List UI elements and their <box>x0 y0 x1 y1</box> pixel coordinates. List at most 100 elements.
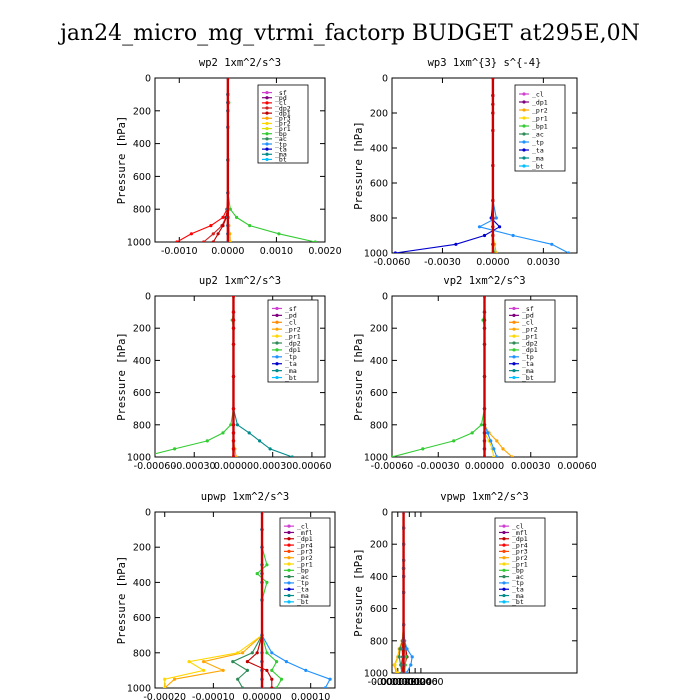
data-point <box>236 651 240 655</box>
data-point <box>270 651 274 655</box>
legend-label: _tp <box>297 579 309 587</box>
legend-marker <box>265 96 269 100</box>
legend-marker <box>522 124 526 128</box>
y-tick-label: 1000 <box>127 453 151 464</box>
legend-marker <box>265 90 269 95</box>
y-tick-label: 200 <box>133 324 151 335</box>
legend-marker <box>275 369 279 373</box>
x-tick-label: 0.00060 <box>557 461 596 472</box>
legend-marker <box>512 369 516 373</box>
series-group <box>392 512 414 673</box>
legend-label: _ac <box>297 573 309 581</box>
legend-label: _bt <box>285 374 297 382</box>
x-tick-label: 0.0030 <box>527 257 560 268</box>
data-point <box>189 232 193 236</box>
data-point <box>494 216 498 220</box>
legend-marker <box>522 156 526 160</box>
series-group <box>163 512 332 688</box>
legend-label: _pr1 <box>532 114 548 122</box>
x-tick-label: -0.00010 <box>192 692 235 700</box>
y-tick-label: 800 <box>370 214 388 225</box>
legend-label: _ac <box>532 130 544 138</box>
legend: _sf_pd_cl_pr2_pr1_dp2_dp1_tp_ta_ma_bt <box>504 299 556 383</box>
y-tick-label: 400 <box>370 356 388 367</box>
x-tick-label: -0.0010 <box>161 246 198 257</box>
data-point <box>211 240 215 242</box>
data-point <box>511 233 515 238</box>
data-point <box>247 431 251 435</box>
data-point <box>221 431 225 435</box>
data-point <box>454 242 458 246</box>
y-tick-label: 400 <box>370 572 388 583</box>
y-tick-label: 800 <box>370 420 388 431</box>
x-tick-label: -0.000020 <box>373 677 422 688</box>
y-axis-label: Pressure [hPa] <box>116 556 128 645</box>
legend-marker <box>512 362 516 366</box>
data-point <box>245 660 249 664</box>
data-point <box>495 439 499 443</box>
legend-label: _pr2 <box>275 120 291 128</box>
data-point <box>482 233 487 238</box>
data-point <box>498 225 502 229</box>
panels-container: wp2 1xm^2/s^3 Pressure [hPa] 0 200 400 600 800… <box>116 57 597 700</box>
legend-marker <box>512 313 516 317</box>
y-tick-label: 200 <box>370 109 388 120</box>
series-group <box>175 78 317 242</box>
legend-box <box>494 517 546 607</box>
data-point <box>245 668 249 673</box>
legend-marker <box>265 137 269 141</box>
data-point <box>567 251 571 253</box>
data-point <box>241 686 245 688</box>
legend-label: _pr1 <box>285 332 301 340</box>
legend: _cl_mfl_dp1_pr4_pr3_pr2_pr1_bp_ac_tp_ta_… <box>494 517 546 607</box>
y-axis-label: Pressure [hPa] <box>116 332 128 421</box>
y-tick-label: 600 <box>370 388 388 399</box>
y-tick-label: 400 <box>133 356 151 367</box>
legend-label: _pr2 <box>532 106 548 114</box>
x-tick-label: 0.000000 <box>381 677 426 688</box>
data-point <box>489 439 493 443</box>
legend: _sf_pd_cl_dp2_dp1_pr3_pr2_pr1_bp_ac_tp_t… <box>257 84 309 164</box>
y-tick-label: 600 <box>370 179 388 190</box>
data-point <box>268 447 272 451</box>
legend-label: _pr2 <box>522 325 538 333</box>
data-point <box>275 660 279 664</box>
legend-label: _pr1 <box>275 125 291 133</box>
x-tick-label: -0.000040 <box>368 677 417 688</box>
chart-panel-3: up2 1xm^2/s^3 Pressure [hPa] 0 200 400 600 800… <box>116 275 332 472</box>
data-point <box>216 232 220 236</box>
data-point <box>221 224 225 228</box>
legend-marker <box>265 116 269 120</box>
legend-marker <box>522 164 526 168</box>
x-tick-label: 0.000060 <box>398 677 443 688</box>
data-point <box>397 655 401 659</box>
legend-label: _pr2 <box>297 554 313 562</box>
chart-panel-5: upwp 1xm^2/s^3 Pressure [hPa] 0 200 400 600 80… <box>116 491 336 700</box>
data-point <box>241 651 245 655</box>
data-point <box>550 242 554 246</box>
legend-marker <box>502 562 506 566</box>
legend-label: _ma <box>275 151 287 159</box>
data-point <box>172 677 177 681</box>
data-point <box>290 455 294 457</box>
legend-marker <box>512 355 516 359</box>
legend-label: _mfl <box>512 529 528 537</box>
data-point <box>235 215 239 219</box>
legend-marker <box>512 334 516 338</box>
legend-marker <box>287 524 291 528</box>
legend-label: _pr3 <box>512 548 528 556</box>
chart-title: up2 1xm^2/s^3 <box>199 275 281 287</box>
y-tick-label: 1000 <box>127 684 151 695</box>
data-point <box>255 572 259 576</box>
legend-marker <box>275 313 279 317</box>
legend-label: _tp <box>522 353 534 361</box>
data-point <box>279 677 284 681</box>
plot-frame <box>154 77 326 243</box>
legend-label: _pr4 <box>512 541 528 549</box>
legend: _cl_dp1_pr2_pr1_bp1_ac_tp_ta_ma_bt <box>514 84 566 172</box>
x-tick-label: -0.00060 <box>371 461 414 472</box>
x-tick-label: 0.00030 <box>511 461 550 472</box>
legend-label: _dp1 <box>532 98 548 106</box>
legend-marker <box>512 320 516 324</box>
